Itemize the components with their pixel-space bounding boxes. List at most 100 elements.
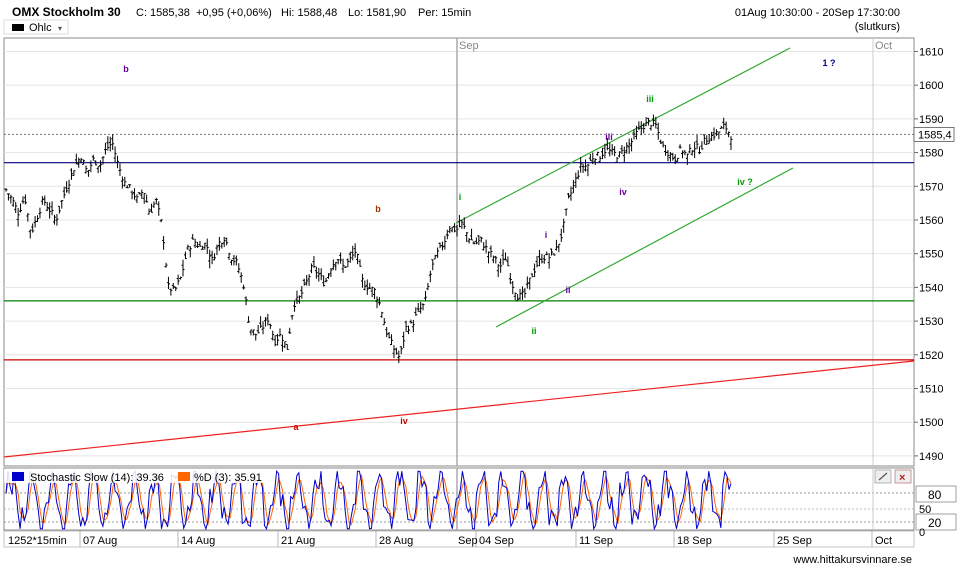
ohlc-bar	[31, 223, 35, 233]
ohlc-bar	[584, 159, 588, 172]
ohlc-bar	[193, 238, 197, 249]
ohlc-bar	[508, 272, 512, 285]
month-label-oct: Oct	[875, 40, 892, 52]
ohlc-bar	[319, 268, 323, 281]
y-tick-label: 1490	[919, 451, 943, 463]
ohlc-bar	[423, 291, 427, 302]
ohlc-bar	[157, 201, 161, 216]
chart-type-selector[interactable]: Ohlc ▾	[3, 19, 69, 35]
ohlc-bar	[494, 255, 498, 264]
ohlc-bar	[678, 144, 682, 149]
panel-close-icon[interactable]: ×	[894, 469, 912, 484]
ohlc-bar	[329, 267, 333, 277]
time-axis[interactable]	[3, 530, 915, 548]
ohlc-bar	[312, 256, 316, 269]
ohlc-bar	[727, 131, 731, 138]
ohlc-bar	[249, 329, 253, 336]
ohlc-bar	[237, 263, 241, 274]
ohlc-bar	[557, 243, 561, 253]
ohlc-bar	[62, 186, 66, 199]
ohlc-bar	[397, 350, 401, 364]
ohlc-bar	[38, 207, 42, 219]
x-tick-label: 28 Aug	[379, 535, 413, 547]
ohlc-bar	[123, 176, 127, 187]
ohlc-bar	[166, 276, 170, 290]
ohlc-bar	[661, 141, 665, 148]
ohlc-bar	[351, 245, 355, 261]
ohlc-bar	[108, 136, 112, 152]
ohlc-bar	[496, 263, 500, 278]
ohlc-bar	[273, 335, 277, 347]
ohlc-bar	[322, 275, 326, 287]
ohlc-bar	[637, 121, 641, 131]
ohlc-bar	[659, 139, 663, 144]
price-plot-area[interactable]	[3, 37, 915, 467]
ohlc-bar	[705, 135, 709, 145]
ohlc-bar	[487, 251, 491, 264]
panel-settings-icon[interactable]	[874, 469, 892, 484]
y-tick-label: 1510	[919, 383, 943, 395]
stoch-k-label: Stochastic Slow (14): 39.36	[30, 472, 164, 484]
ohlc-bar	[84, 165, 88, 174]
ohlc-bar	[343, 266, 347, 269]
ohlc-bar	[586, 163, 590, 177]
ohlc-bar	[91, 154, 95, 161]
support-resistance-lines	[4, 162, 914, 361]
ohlc-bar	[259, 316, 263, 328]
ohlc-bar	[283, 341, 287, 349]
ohlc-bar	[479, 236, 483, 243]
ohlc-bar	[688, 144, 692, 154]
ohlc-bar	[474, 237, 478, 245]
ohlc-bar	[385, 327, 389, 338]
ohlc-bar	[326, 273, 330, 279]
ohlc-bar	[210, 250, 214, 265]
wave-label: iii	[646, 94, 654, 104]
ohlc-bar	[118, 163, 122, 176]
stoch-level-50: 50	[919, 504, 931, 516]
ohlc-bar	[135, 194, 139, 204]
ohlc-bar	[600, 147, 604, 160]
ohlc-bar	[394, 347, 398, 355]
ohlc-bar	[4, 188, 8, 192]
ohlc-bar	[639, 121, 643, 136]
ohlc-bar	[617, 151, 621, 158]
y-tick-label: 1560	[919, 215, 943, 227]
ohlc-bar	[271, 330, 275, 341]
ohlc-bar	[477, 235, 481, 245]
ohlc-bar	[697, 146, 701, 155]
ohlc-bar	[489, 245, 493, 258]
ohlc-bar	[484, 239, 488, 254]
ohlc-bar	[550, 248, 554, 256]
last-price-label: 1585,4	[918, 129, 952, 141]
ohlc-bar	[261, 321, 265, 335]
ohlc-bar	[181, 259, 185, 277]
ohlc-bar	[280, 334, 284, 352]
ohlc-bar	[353, 243, 357, 258]
ohlc-bar	[297, 295, 301, 304]
ohlc-bar	[729, 136, 733, 150]
ohlc-bar	[571, 179, 575, 194]
y-tick-label: 1530	[919, 316, 943, 328]
close-value: C: 1585,38	[136, 7, 190, 19]
ohlc-bar	[36, 215, 40, 223]
y-tick-label: 1500	[919, 417, 943, 429]
ohlc-bar	[154, 197, 158, 205]
y-tick-label: 1570	[919, 181, 943, 193]
ohlc-bar	[525, 276, 529, 289]
ohlc-bar	[79, 157, 83, 164]
ohlc-bar	[285, 343, 289, 350]
ohlc-bar	[685, 153, 689, 165]
stoch-level-80-box	[915, 485, 957, 503]
ohlc-bar	[295, 290, 299, 305]
ohlc-bar	[700, 141, 704, 150]
ohlc-bar	[545, 251, 549, 256]
ohlc-bar	[373, 287, 377, 300]
ohlc-bar	[712, 127, 716, 141]
wave-label: b	[123, 64, 129, 74]
ohlc-bar	[630, 138, 634, 152]
ohlc-bar	[137, 192, 141, 195]
ohlc-bar	[615, 156, 619, 163]
ohlc-bar	[23, 194, 27, 205]
ohlc-bar	[176, 274, 180, 285]
